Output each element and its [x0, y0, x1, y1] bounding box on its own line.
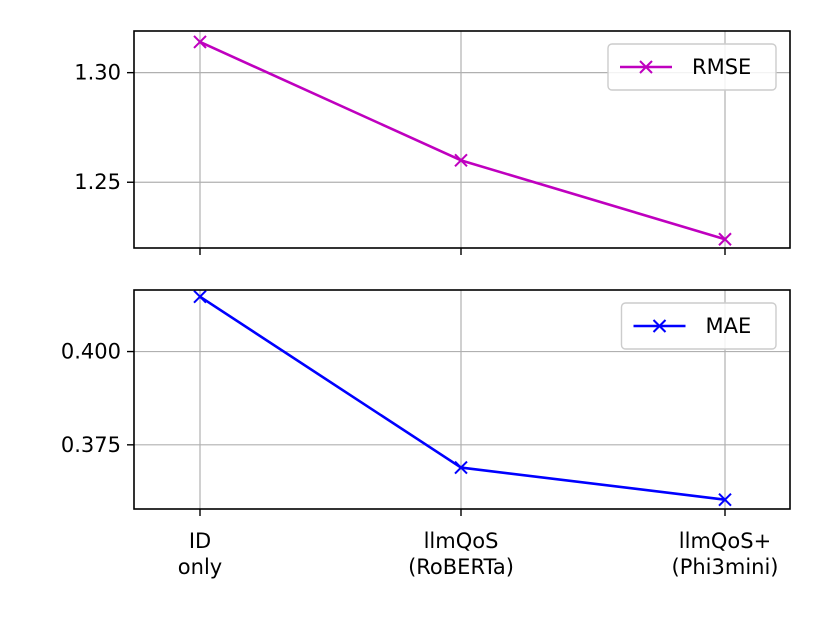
panel-1-data-point-1 — [454, 153, 468, 168]
panel-1-group: 1.25 1.30 RMSE — [74, 30, 791, 255]
panel-1-data-point-2 — [718, 232, 732, 246]
panel-1-data-point-0-stroke-b — [193, 35, 207, 49]
panel-1-legend-label: RMSE — [692, 55, 751, 79]
panel-1-ytick-label-0: 1.25 — [74, 170, 121, 194]
panel-2-legend: MAE — [620, 302, 777, 350]
panel-2-xtick-label-1: llmQoS (RoBERTa) — [408, 529, 514, 579]
panel-1-legend-box — [607, 43, 777, 91]
panel-2-xtick-label-line-1-1: (RoBERTa) — [408, 555, 514, 579]
panel-2-data-point-2-stroke-b — [718, 492, 732, 507]
panel-1-legend-marker-stroke-b — [639, 60, 653, 74]
panel-2-data-point-0 — [193, 290, 207, 304]
panel-2-legend-label: MAE — [706, 314, 752, 338]
panel-2-xtick-label-line-0-1: only — [178, 555, 222, 579]
panel-2-data-point-0-stroke-b — [193, 290, 207, 304]
panel-2-xtick-label-line-2-1: (Phi3mini) — [672, 555, 779, 579]
panel-2-xtick-label-line-2-0: llmQoS+ — [679, 529, 771, 553]
panel-2-data-point-1 — [454, 460, 468, 475]
panel-1-legend-marker — [639, 60, 653, 74]
panel-1-legend: RMSE — [607, 43, 777, 91]
panel-2-ytick-label-1: 0.400 — [61, 340, 121, 364]
panel-2-xtick-label-0: ID only — [178, 529, 222, 579]
panel-1-data-point-0 — [193, 35, 207, 49]
panel-2-legend-marker-stroke-b — [652, 319, 667, 333]
panel-2-data-point-2 — [718, 492, 732, 507]
panel-2-data-point-1-stroke-b — [454, 460, 468, 475]
panel-2-ytick-label-0: 0.375 — [61, 433, 121, 457]
panel-2-legend-box — [620, 302, 777, 350]
panel-2-xtick-label-line-0-0: ID — [189, 529, 211, 553]
panel-2-frame — [133, 289, 791, 510]
panel-2-xtick-label-2: llmQoS+ (Phi3mini) — [672, 529, 779, 579]
panel-1-ytick-label-1: 1.30 — [74, 61, 121, 85]
panel-1-data-point-2-stroke-b — [718, 232, 732, 246]
panel-2-group: 0.375 0.400 ID only llmQoS (RoBERTa) llmQoS+ (P… — [61, 289, 791, 579]
panel-2-xtick-label-line-1-0: llmQoS — [424, 529, 499, 553]
panel-1-data-point-1-stroke-b — [454, 153, 468, 168]
panel-1-frame — [133, 30, 791, 249]
panel-2-legend-marker — [652, 319, 667, 333]
